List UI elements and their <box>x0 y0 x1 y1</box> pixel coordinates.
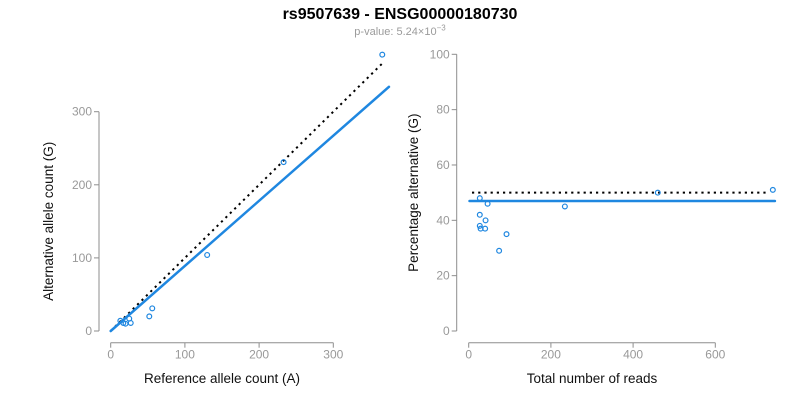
data-point <box>769 186 776 193</box>
x-tick-label: 200 <box>541 348 561 362</box>
data-point <box>127 319 134 326</box>
y-tick-label: 60 <box>436 158 450 172</box>
x-tick-label: 300 <box>323 348 343 362</box>
data-point <box>496 247 503 254</box>
x-tick-label: 100 <box>175 348 195 362</box>
x-axis-title: Reference allele count (A) <box>144 371 300 386</box>
identity-line <box>109 61 385 332</box>
data-point <box>280 159 287 166</box>
x-tick-label: 400 <box>623 348 643 362</box>
data-point <box>149 305 156 312</box>
x-tick-label: 0 <box>107 348 114 362</box>
data-point <box>204 251 211 258</box>
y-tick-label: 100 <box>430 47 450 61</box>
data-point <box>482 217 489 224</box>
y-tick-label: 80 <box>436 103 450 117</box>
fit-line <box>109 85 391 333</box>
data-point <box>503 231 510 238</box>
plot-subtitle: p-value: 5.24×10−3 <box>0 23 800 38</box>
pvalue-exponent: −3 <box>436 23 446 33</box>
data-point <box>379 51 386 58</box>
y-tick-label: 0 <box>443 324 450 338</box>
data-point <box>476 222 483 229</box>
x-axis-title: Total number of reads <box>527 371 658 386</box>
y-tick-label: 300 <box>72 105 92 119</box>
data-point <box>561 203 568 210</box>
plot-title: rs9507639 - ENSG00000180730 <box>282 6 518 23</box>
x-tick-label: 200 <box>249 348 269 362</box>
y-tick-label: 200 <box>72 178 92 192</box>
data-point <box>476 195 483 202</box>
x-tick-label: 600 <box>705 348 725 362</box>
y-axis-title: Percentage alternative (G) <box>406 113 421 271</box>
data-point <box>484 200 491 207</box>
y-tick-label: 0 <box>85 324 92 338</box>
y-axis-title: Alternative allele count (G) <box>41 142 56 301</box>
y-tick-label: 40 <box>436 213 450 227</box>
data-point <box>654 189 661 196</box>
x-tick-label: 0 <box>465 348 472 362</box>
data-point <box>146 313 153 320</box>
y-tick-label: 100 <box>72 251 92 265</box>
y-tick-label: 20 <box>436 269 450 283</box>
pvalue-text: p-value: 5.24×10 <box>354 26 437 38</box>
data-point <box>476 211 483 218</box>
data-point <box>482 225 489 232</box>
